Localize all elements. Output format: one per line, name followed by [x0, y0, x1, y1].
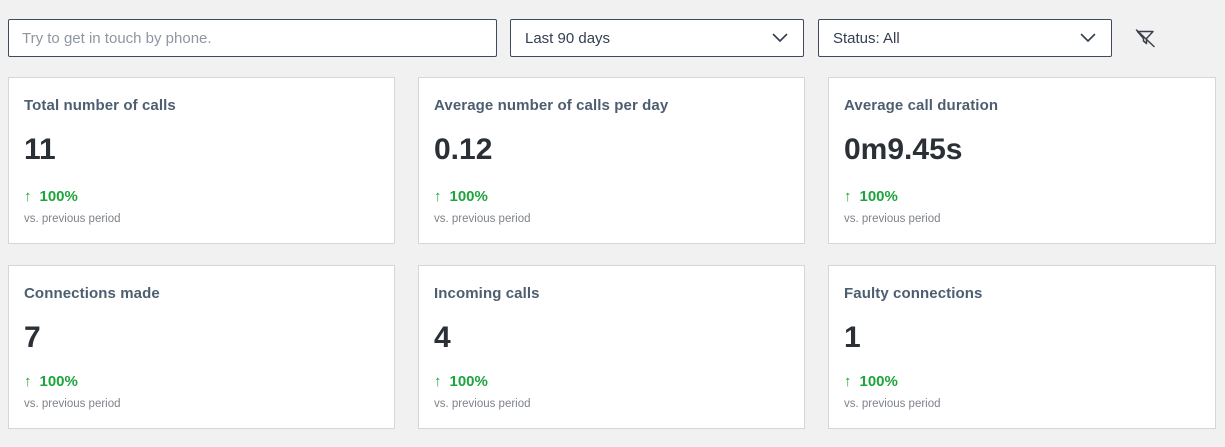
date-range-select[interactable]: Last 90 days — [510, 19, 804, 57]
delta-value: 100% — [859, 373, 898, 390]
trend-up-icon: ↑ — [844, 373, 852, 390]
card-delta: ↑ 100% — [844, 188, 1200, 205]
delta-value: 100% — [39, 373, 78, 390]
stat-card-incoming-calls: Incoming calls 4 ↑ 100% vs. previous per… — [418, 265, 805, 429]
card-value: 0.12 — [434, 133, 493, 166]
card-title: Incoming calls — [434, 285, 540, 302]
compare-label: vs. previous period — [434, 213, 531, 225]
search-input[interactable] — [8, 19, 497, 57]
stat-card-avg-calls-per-day: Average number of calls per day 0.12 ↑ 1… — [418, 77, 805, 244]
compare-label: vs. previous period — [844, 213, 941, 225]
trend-up-icon: ↑ — [434, 188, 442, 205]
card-delta: ↑ 100% — [434, 373, 789, 390]
stat-card-connections-made: Connections made 7 ↑ 100% vs. previous p… — [8, 265, 395, 429]
card-delta: ↑ 100% — [24, 373, 379, 390]
compare-label: vs. previous period — [844, 398, 941, 410]
chevron-down-icon — [772, 33, 788, 43]
delta-value: 100% — [39, 188, 78, 205]
card-title: Connections made — [24, 285, 160, 302]
compare-label: vs. previous period — [24, 213, 121, 225]
compare-label: vs. previous period — [24, 398, 121, 410]
trend-up-icon: ↑ — [434, 373, 442, 390]
delta-value: 100% — [449, 373, 488, 390]
trend-up-icon: ↑ — [844, 188, 852, 205]
card-value: 4 — [434, 321, 451, 354]
filters-toolbar: Last 90 days Status: All — [0, 0, 1225, 57]
stat-card-faulty-connections: Faulty connections 1 ↑ 100% vs. previous… — [828, 265, 1216, 429]
compare-label: vs. previous period — [434, 398, 531, 410]
filter-off-icon — [1135, 29, 1155, 48]
status-select[interactable]: Status: All — [818, 19, 1112, 57]
card-value: 11 — [24, 133, 56, 166]
stats-card-grid: Total number of calls 11 ↑ 100% vs. prev… — [8, 77, 1216, 429]
clear-filters-button[interactable] — [1129, 22, 1161, 54]
card-delta: ↑ 100% — [24, 188, 379, 205]
card-value: 7 — [24, 321, 41, 354]
trend-up-icon: ↑ — [24, 188, 32, 205]
card-title: Average number of calls per day — [434, 97, 669, 114]
card-value: 0m9.45s — [844, 133, 963, 166]
status-select-value: Status: All — [833, 29, 900, 47]
date-range-select-value: Last 90 days — [525, 29, 611, 47]
chevron-down-icon — [1080, 33, 1096, 43]
delta-value: 100% — [859, 188, 898, 205]
trend-up-icon: ↑ — [24, 373, 32, 390]
stat-card-avg-call-duration: Average call duration 0m9.45s ↑ 100% vs.… — [828, 77, 1216, 244]
card-value: 1 — [844, 321, 861, 354]
card-title: Total number of calls — [24, 97, 176, 114]
card-title: Faulty connections — [844, 285, 983, 302]
card-delta: ↑ 100% — [434, 188, 789, 205]
delta-value: 100% — [449, 188, 488, 205]
stat-card-total-calls: Total number of calls 11 ↑ 100% vs. prev… — [8, 77, 395, 244]
card-title: Average call duration — [844, 97, 999, 114]
card-delta: ↑ 100% — [844, 373, 1200, 390]
